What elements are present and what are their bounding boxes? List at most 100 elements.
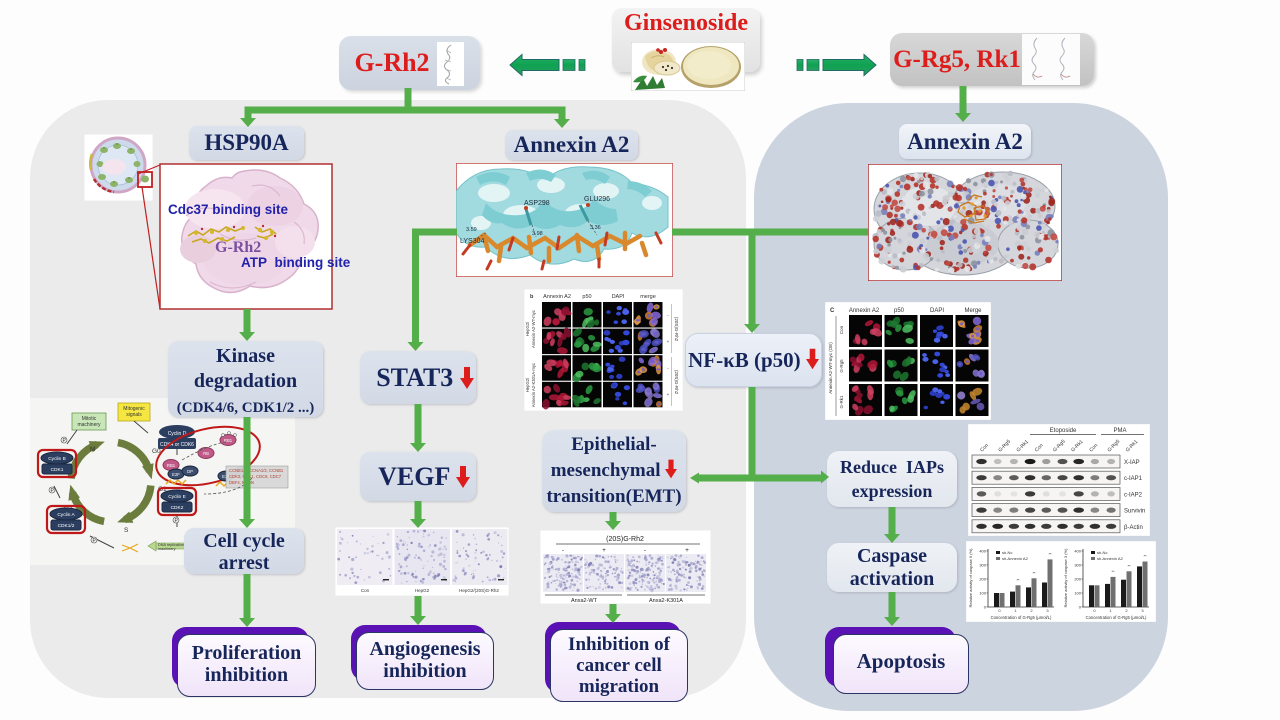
svg-text:300: 300 [979, 563, 986, 568]
svg-text:ASP298: ASP298 [524, 200, 550, 207]
svg-text:**: ** [1016, 577, 1020, 582]
svg-text:machinery: machinery [77, 422, 101, 428]
svg-text:**: ** [1111, 569, 1115, 574]
svg-text:DP: DP [187, 469, 193, 474]
svg-text:p50: p50 [582, 294, 591, 300]
svg-text:+: + [685, 547, 689, 554]
svg-text:machinery: machinery [158, 547, 176, 551]
svg-text:3: 3 [1046, 608, 1049, 613]
svg-text:Cyclin B: Cyclin B [48, 456, 66, 462]
svg-text:Cyclin A: Cyclin A [57, 512, 75, 518]
svg-text:CCNE1/2, CCNA1/2, CCNB1: CCNE1/2, CCNA1/2, CCNB1 [229, 468, 284, 473]
svg-text:HepG2: HepG2 [415, 588, 430, 593]
svg-text:HepG2/: HepG2/ [525, 377, 530, 392]
svg-text:Annexin A2-WT-myc (OE): Annexin A2-WT-myc (OE) [828, 342, 833, 394]
svg-text:Con: Con [1088, 443, 1099, 454]
svg-text:200: 200 [979, 577, 986, 582]
svg-text:Annexin A2: Annexin A2 [849, 308, 880, 314]
svg-text:-: - [562, 547, 564, 554]
svg-text:Anxa2-K301A: Anxa2-K301A [649, 598, 683, 604]
svg-text:Anxa2-WT: Anxa2-WT [571, 598, 598, 604]
svg-text:C: C [830, 308, 835, 314]
svg-text:**: ** [1127, 563, 1131, 568]
svg-text:ATP binding site: ATP binding site [241, 255, 351, 270]
svg-text:CDK4 or CDK6: CDK4 or CDK6 [160, 442, 194, 448]
svg-text:(20S)G-Rh2: (20S)G-Rh2 [606, 536, 644, 543]
svg-text:2: 2 [1125, 608, 1128, 613]
svg-text:P: P [63, 438, 67, 444]
svg-text:b: b [530, 294, 534, 300]
svg-text:Relative activity of caspase 3: Relative activity of caspase 3 (%) [1063, 548, 1068, 608]
svg-text:100: 100 [979, 591, 986, 596]
svg-text:DBF4, MCMs: DBF4, MCMs [229, 480, 254, 485]
svg-text:300: 300 [1074, 563, 1081, 568]
svg-text:β-Actin: β-Actin [1124, 525, 1143, 531]
svg-text:c-IAP1: c-IAP1 [1124, 476, 1143, 482]
svg-text:CDK1/2: CDK1/2 [58, 523, 75, 529]
svg-text:G1: G1 [158, 486, 167, 493]
svg-text:DAPI: DAPI [930, 308, 944, 314]
svg-text:2: 2 [1030, 608, 1033, 613]
svg-text:Relative activity of caspase 9: Relative activity of caspase 9 (%) [968, 548, 973, 608]
svg-text:X-IAP: X-IAP [1124, 460, 1140, 466]
svg-text:Merge: Merge [964, 308, 982, 314]
svg-text:RB1: RB1 [224, 438, 233, 443]
svg-text:-: - [667, 366, 669, 371]
svg-text:Cyclin E: Cyclin E [168, 494, 186, 500]
svg-text:G0: G0 [152, 448, 161, 455]
svg-text:Con: Con [979, 443, 990, 454]
svg-text:DNA replication: DNA replication [158, 543, 184, 547]
svg-text:3: 3 [1141, 608, 1144, 613]
svg-text:+: + [667, 339, 670, 344]
svg-text:Concentration of G-Rg5 (μmol/L: Concentration of G-Rg5 (μmol/L) [1086, 615, 1147, 620]
svg-text:Annexin A2-WT-myc: Annexin A2-WT-myc [531, 310, 536, 348]
svg-text:400: 400 [979, 549, 986, 554]
svg-text:Mitogenic: Mitogenic [123, 406, 145, 412]
svg-text:CDK2, CDK1, CDC6, CDC7: CDK2, CDK1, CDC6, CDC7 [229, 474, 282, 479]
svg-text:merge: merge [640, 294, 656, 300]
svg-text:Mitotic: Mitotic [82, 416, 97, 422]
svg-text:Con: Con [361, 588, 370, 593]
svg-text:LYS304: LYS304 [460, 238, 484, 245]
svg-text:sh-Nc: sh-Nc [1002, 550, 1012, 555]
svg-text:E2F: E2F [172, 472, 180, 477]
svg-text:3.98: 3.98 [532, 231, 543, 237]
svg-text:(20S)G-Rh2: (20S)G-Rh2 [674, 370, 679, 395]
svg-text:p50: p50 [894, 308, 905, 314]
svg-text:Con: Con [839, 325, 844, 334]
svg-text:Annexin A2: Annexin A2 [543, 294, 571, 300]
svg-text:DAPI: DAPI [612, 294, 625, 300]
svg-text:P: P [51, 488, 55, 494]
svg-text:-: - [644, 547, 646, 554]
svg-text:**: ** [1032, 570, 1036, 575]
svg-text:P: P [93, 538, 97, 544]
svg-text:400: 400 [1074, 549, 1081, 554]
svg-text:3.36: 3.36 [590, 225, 601, 231]
svg-text:Etoposide: Etoposide [1050, 428, 1077, 434]
svg-text:P: P [175, 518, 179, 524]
svg-text:-: - [667, 313, 669, 318]
svg-text:200: 200 [1074, 577, 1081, 582]
svg-text:3.59: 3.59 [466, 227, 477, 233]
svg-text:G-Rk1: G-Rk1 [839, 395, 844, 408]
svg-text:Concentration of G-Rg5 (μmol/L: Concentration of G-Rg5 (μmol/L) [991, 615, 1052, 620]
svg-text:**: ** [1143, 554, 1147, 559]
svg-text:c-IAP2: c-IAP2 [1124, 492, 1143, 498]
svg-text:GLU296: GLU296 [584, 196, 610, 203]
svg-text:Annexin A2-K301A-myc: Annexin A2-K301A-myc [531, 363, 536, 407]
svg-text:RB1: RB1 [167, 463, 176, 468]
svg-text:G-Rh2: G-Rh2 [215, 239, 261, 256]
svg-text:0: 0 [1079, 605, 1082, 610]
svg-text:+: + [602, 547, 606, 554]
svg-text:RB: RB [203, 451, 209, 456]
svg-text:CDK2: CDK2 [171, 505, 184, 511]
svg-text:0: 0 [998, 608, 1001, 613]
svg-text:Con: Con [1034, 443, 1045, 454]
svg-text:100: 100 [1074, 591, 1081, 596]
svg-text:PMA: PMA [1113, 428, 1126, 434]
svg-text:1: 1 [1109, 608, 1112, 613]
svg-text:Survivin: Survivin [1124, 509, 1145, 515]
svg-text:Cdc37 binding site: Cdc37 binding site [168, 202, 289, 217]
svg-text:sh-Annexin A2: sh-Annexin A2 [1002, 556, 1029, 561]
svg-text:0: 0 [984, 605, 987, 610]
